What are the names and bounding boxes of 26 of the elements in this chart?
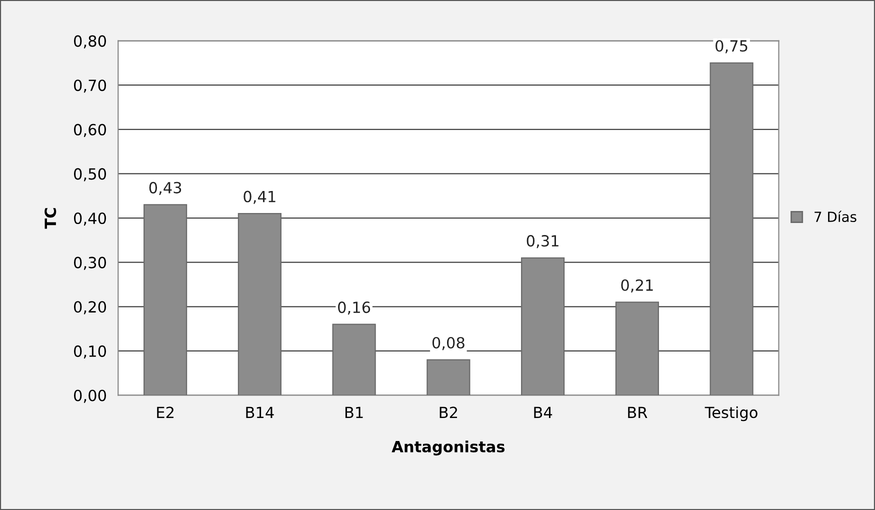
legend-label: 7 Días [814,210,856,222]
x-tick-label: B1 [345,406,363,418]
data-label: 0,08 [432,336,464,350]
y-tick-label: 0,60 [74,124,106,137]
y-tick-label: 0,70 [74,80,106,93]
y-tick-label: 0,30 [74,256,106,270]
y-tick-label: 0,20 [74,301,106,314]
x-tick-label: BR [628,406,648,418]
data-label: 0,16 [338,302,370,315]
x-tick-label: Testigo [704,406,758,422]
x-axis-title: Antagonistas [392,440,505,456]
data-label: 0,75 [716,40,748,54]
x-tick-label: B14 [246,406,274,418]
data-label: 0,43 [149,182,182,195]
data-label: 0,31 [526,235,558,248]
x-tick-label: B4 [534,406,552,418]
y-tick-label: 0,00 [74,390,106,403]
y-axis-title: TC [44,208,56,229]
y-tick-label: 0,40 [74,212,106,226]
y-tick-label: 0,50 [74,168,106,182]
data-label: 0,41 [244,190,276,204]
x-tick-label: E2 [157,406,174,418]
y-tick-label: 0,10 [74,345,106,359]
data-label: 0,21 [621,279,653,292]
y-tick-label: 0,80 [74,35,106,48]
x-tick-label: B2 [440,406,458,418]
